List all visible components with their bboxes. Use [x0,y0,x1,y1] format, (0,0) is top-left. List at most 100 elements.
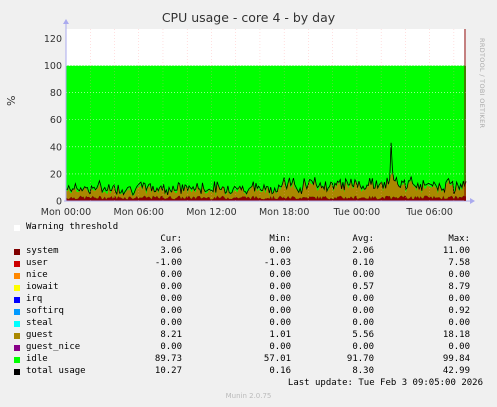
legend-cur-value: 89.73 [154,354,182,364]
x-tick-label: Mon 06:00 [114,207,164,218]
legend-row: softirq 0.00 0.00 0.00 0.92 [0,306,497,318]
series-guest-area [66,172,466,200]
legend-max-value: 7.58 [448,258,470,268]
x-tick-label: Mon 12:00 [186,207,236,218]
legend-row: nice 0.00 0.00 0.00 0.00 [0,270,497,282]
legend-name: idle [26,354,48,364]
legend-name: system [26,246,59,256]
legend-max-value: 0.00 [448,318,470,328]
munin-version: Munin 2.0.75 [225,392,272,400]
legend-max-value: 42.99 [442,366,470,376]
legend-max-value: 0.00 [448,342,470,352]
header-cur: Cur: [160,234,182,244]
legend-cur-value: 0.00 [160,282,182,292]
legend-swatch [14,309,20,315]
legend-min-value: 0.00 [269,306,291,316]
legend-name: nice [26,270,48,280]
legend-cur-value: 3.06 [160,246,182,256]
series-idle-area [66,65,466,202]
legend-name: guest_nice [26,342,81,352]
legend-cur-value: 8.21 [160,330,182,340]
legend-row: idle 89.73 57.01 91.70 99.84 [0,354,497,366]
header-min: Min: [269,234,291,244]
legend-swatch [14,357,20,363]
warning-threshold-label: Warning threshold [26,222,119,232]
legend-row: guest_nice 0.00 0.00 0.00 0.00 [0,342,497,354]
x-tick-label: Mon 18:00 [259,207,309,218]
legend-swatch [14,369,20,375]
legend-cur-value: 0.00 [160,294,182,304]
legend-cur-value: 0.00 [160,270,182,280]
x-tick-label: Tue 00:00 [333,207,381,218]
header-avg: Avg: [352,234,374,244]
legend-min-value: 0.00 [269,246,291,256]
x-tick-label: Tue 06:00 [405,207,453,218]
legend-min-value: -1.03 [263,258,291,268]
legend-avg-value: 0.57 [352,282,374,292]
legend-avg-value: 0.00 [352,294,374,304]
legend-row: total usage 10.27 0.16 8.30 42.99 [0,366,497,378]
x-tick-label: Mon 00:00 [41,207,91,218]
legend-max-value: 0.92 [448,306,470,316]
legend-max-value: 0.00 [448,294,470,304]
legend-avg-value: 8.30 [352,366,374,376]
legend-max-value: 99.84 [442,354,470,364]
chart-title: CPU usage - core 4 - by day [161,10,336,25]
legend-name: steal [26,318,54,328]
legend-row: steal 0.00 0.00 0.00 0.00 [0,318,497,330]
legend-avg-value: 0.00 [352,318,374,328]
legend-cur-value: 0.00 [160,342,182,352]
series-total-usage-line [65,142,467,196]
legend-min-value: 0.16 [269,366,291,376]
legend-name: total usage [26,366,86,376]
y-axis-arrow [63,19,69,24]
legend-min-value: 57.01 [263,354,291,364]
legend-swatch [14,285,20,291]
series-system-area [66,195,466,201]
legend-min-value: 0.00 [269,270,291,280]
legend-name: iowait [26,282,59,292]
legend-max-value: 11.00 [442,246,470,256]
y-tick-label: 120 [44,34,62,45]
y-tick-label: 60 [50,115,62,126]
legend-max-value: 0.00 [448,270,470,280]
legend-min-value: 1.01 [269,330,291,340]
legend-swatch [14,249,20,255]
legend-min-value: 0.00 [269,318,291,328]
legend-avg-value: 0.00 [352,270,374,280]
legend-avg-value: 0.00 [352,342,374,352]
legend-row: guest 8.21 1.01 5.56 18.18 [0,330,497,342]
legend-max-value: 8.79 [448,282,470,292]
warning-swatch [14,225,20,231]
legend-max-value: 18.18 [442,330,470,340]
legend-name: irq [26,294,43,304]
cpu-usage-chart: 0 20 40 60 80 100 120 Mon 00:00 Mon 06:00 Mon 12:… [41,19,475,218]
legend-swatch [14,273,20,279]
legend-swatch [14,297,20,303]
legend-swatch [14,333,20,339]
last-update: Last update: Tue Feb 3 09:05:00 2026 [287,378,483,388]
rrdtool-credit: RRDTOOL / TOBI OETIKER [478,38,486,129]
y-tick-label: 100 [44,61,62,72]
legend-swatch [14,261,20,267]
legend-row: user -1.00 -1.03 0.10 7.58 [0,258,497,270]
y-tick-label: 80 [50,88,62,99]
y-tick-label: 40 [50,142,62,153]
legend-cur-value: 0.00 [160,318,182,328]
legend-avg-value: 91.70 [346,354,374,364]
legend-cur-value: 0.00 [160,306,182,316]
header-max: Max: [448,234,470,244]
legend-name: softirq [26,306,64,316]
legend-avg-value: 0.00 [352,306,374,316]
legend-avg-value: 2.06 [352,246,374,256]
legend-row: irq 0.00 0.00 0.00 0.00 [0,294,497,306]
legend-min-value: 0.00 [269,282,291,292]
legend-avg-value: 0.10 [352,258,374,268]
legend-avg-value: 5.56 [352,330,374,340]
y-tick-label: 20 [50,169,62,180]
y-tick-label: 0 [56,197,62,208]
legend-cur-value: -1.00 [154,258,182,268]
legend-min-value: 0.00 [269,294,291,304]
legend-name: guest [26,330,54,340]
legend-name: user [26,258,48,268]
